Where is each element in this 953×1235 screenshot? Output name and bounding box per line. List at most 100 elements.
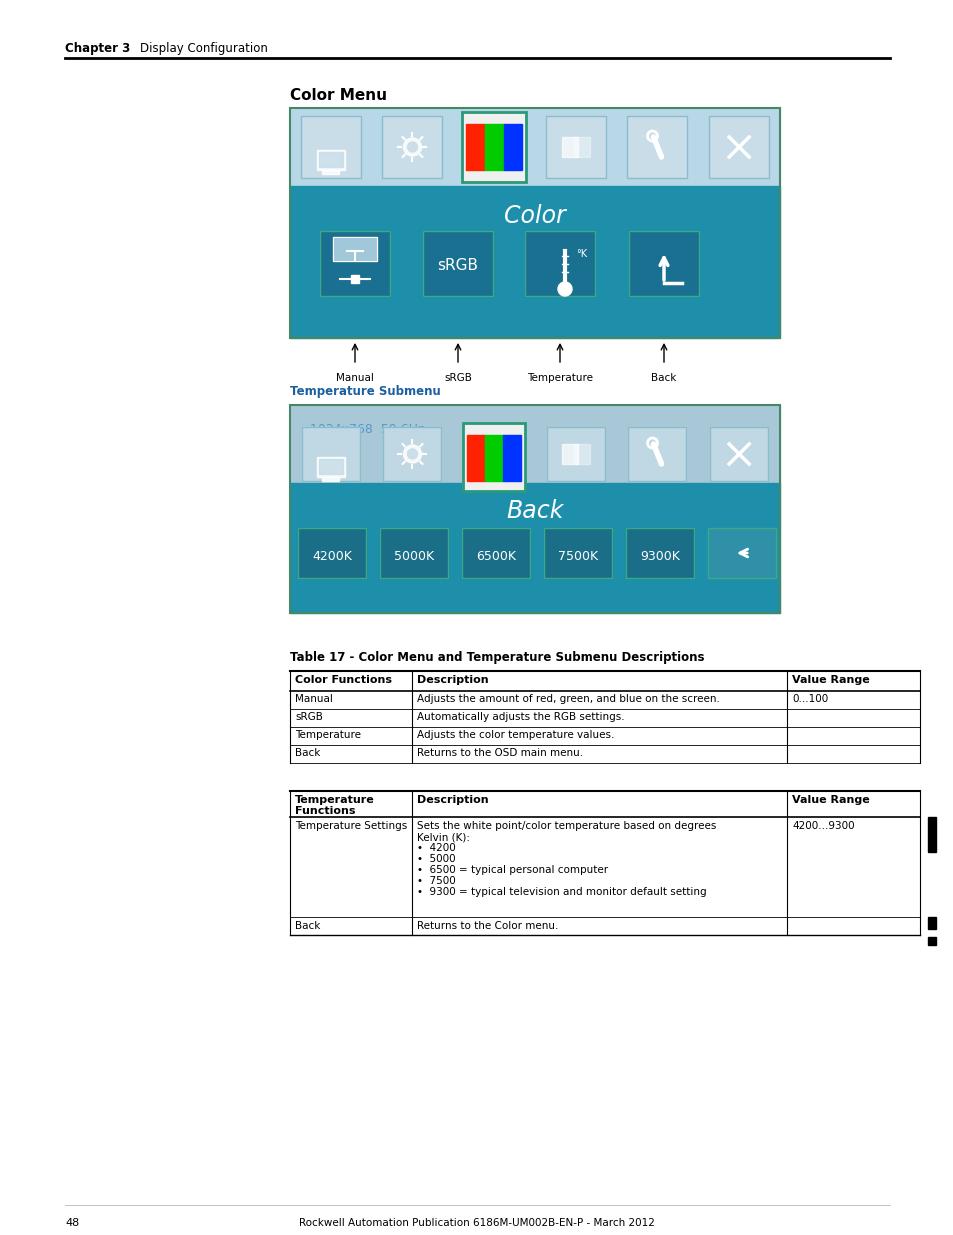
Bar xyxy=(318,152,342,167)
Bar xyxy=(383,427,441,480)
Bar xyxy=(625,529,693,578)
Bar xyxy=(461,529,530,578)
Bar xyxy=(322,170,339,174)
Bar xyxy=(318,458,342,474)
Bar xyxy=(484,435,502,480)
Bar xyxy=(708,116,768,178)
Text: Returns to the OSD main menu.: Returns to the OSD main menu. xyxy=(416,748,582,758)
Bar xyxy=(316,457,344,477)
Bar xyxy=(545,116,605,178)
Bar xyxy=(383,427,441,480)
Bar xyxy=(461,112,526,182)
Bar xyxy=(382,116,442,178)
Bar xyxy=(927,818,935,852)
Text: Kelvin (K):: Kelvin (K): xyxy=(416,832,470,842)
Bar xyxy=(290,405,780,483)
Text: Adjusts the color temperature values.: Adjusts the color temperature values. xyxy=(416,730,614,740)
Text: Temperature: Temperature xyxy=(294,795,375,805)
Bar xyxy=(422,231,493,296)
Bar xyxy=(707,529,775,578)
Text: 4200...9300: 4200...9300 xyxy=(791,821,854,831)
Bar xyxy=(707,529,775,578)
Bar xyxy=(561,137,578,157)
Bar xyxy=(462,424,524,492)
Circle shape xyxy=(407,142,417,152)
Bar xyxy=(290,483,780,613)
Circle shape xyxy=(407,450,417,459)
Text: Value Range: Value Range xyxy=(791,676,869,685)
Text: Value Range: Value Range xyxy=(791,795,869,805)
Text: 7500K: 7500K xyxy=(558,550,598,562)
Bar xyxy=(422,231,493,296)
Text: Color Menu: Color Menu xyxy=(290,88,387,103)
Text: Back: Back xyxy=(294,921,320,931)
Bar xyxy=(301,427,359,480)
Bar xyxy=(322,477,339,480)
Text: sRGB: sRGB xyxy=(294,713,322,722)
Text: Color: Color xyxy=(503,204,565,228)
Text: Table 17 - Color Menu and Temperature Submenu Descriptions: Table 17 - Color Menu and Temperature Su… xyxy=(290,651,703,664)
Text: Manual: Manual xyxy=(335,373,374,383)
Bar xyxy=(627,116,687,178)
Text: Automatically adjusts the RGB settings.: Automatically adjusts the RGB settings. xyxy=(416,713,624,722)
Bar xyxy=(628,231,699,296)
Text: 6500K: 6500K xyxy=(476,550,516,562)
Text: •  9300 = typical television and monitor default setting: • 9300 = typical television and monitor … xyxy=(416,887,706,897)
Bar xyxy=(503,124,521,170)
Bar xyxy=(290,107,780,338)
Bar xyxy=(502,435,520,480)
Bar xyxy=(543,529,612,578)
Bar xyxy=(546,427,604,480)
Bar xyxy=(333,237,376,261)
Text: 9300K: 9300K xyxy=(639,550,679,562)
Bar xyxy=(628,427,686,480)
Bar xyxy=(709,427,767,480)
Circle shape xyxy=(403,138,421,156)
Text: Returns to the Color menu.: Returns to the Color menu. xyxy=(416,921,558,931)
Text: °K: °K xyxy=(576,249,586,259)
Text: Adjusts the amount of red, green, and blue on the screen.: Adjusts the amount of red, green, and bl… xyxy=(416,694,720,704)
Bar xyxy=(461,529,530,578)
Bar xyxy=(708,116,768,178)
Bar xyxy=(462,424,524,492)
Bar xyxy=(319,231,390,296)
Bar xyxy=(524,231,595,296)
Bar xyxy=(628,231,699,296)
Text: sRGB: sRGB xyxy=(437,258,478,273)
Bar xyxy=(561,445,578,464)
Text: Back: Back xyxy=(651,373,676,383)
Bar xyxy=(625,529,693,578)
Circle shape xyxy=(558,282,572,296)
Text: Functions: Functions xyxy=(294,806,355,816)
Bar xyxy=(627,116,687,178)
Text: 4200K: 4200K xyxy=(312,550,352,562)
Bar xyxy=(316,151,344,170)
Bar xyxy=(290,405,780,613)
Bar xyxy=(319,231,390,296)
Bar xyxy=(461,112,526,182)
Bar xyxy=(543,529,612,578)
Bar xyxy=(290,186,780,338)
Bar xyxy=(546,427,604,480)
Text: Chapter 3: Chapter 3 xyxy=(65,42,131,56)
Text: Color Functions: Color Functions xyxy=(294,676,392,685)
Text: Back: Back xyxy=(294,748,320,758)
Text: Sets the white point/color temperature based on degrees: Sets the white point/color temperature b… xyxy=(416,821,716,831)
Bar xyxy=(297,529,366,578)
Text: •  5000: • 5000 xyxy=(416,853,456,864)
Text: Temperature: Temperature xyxy=(294,730,360,740)
Text: 0...100: 0...100 xyxy=(791,694,827,704)
Text: Temperature Submenu: Temperature Submenu xyxy=(290,385,440,398)
Text: Temperature: Temperature xyxy=(526,373,593,383)
Text: sRGB: sRGB xyxy=(443,373,472,383)
Text: Description: Description xyxy=(416,795,488,805)
Bar xyxy=(927,918,935,929)
Bar xyxy=(709,427,767,480)
Text: 5000K: 5000K xyxy=(394,550,434,562)
Text: Manual: Manual xyxy=(294,694,333,704)
Bar xyxy=(466,435,484,480)
Text: 48: 48 xyxy=(65,1218,79,1228)
Text: Display Configuration: Display Configuration xyxy=(140,42,268,56)
Bar xyxy=(379,529,448,578)
Text: Temperature Settings: Temperature Settings xyxy=(294,821,407,831)
